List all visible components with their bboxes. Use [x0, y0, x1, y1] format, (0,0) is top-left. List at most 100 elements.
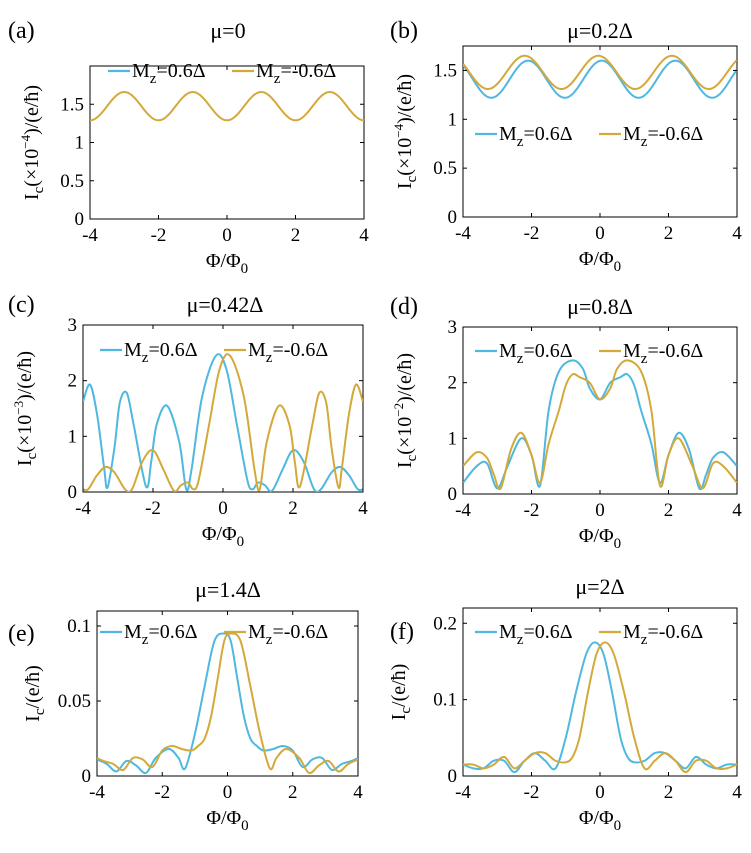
- legend: Mz=0.6Δ Mz=-0.6Δ: [100, 339, 328, 366]
- y-tick-label: 1: [68, 426, 78, 447]
- y-tick-label: 0.5: [433, 158, 457, 179]
- x-tick-label: 4: [358, 498, 368, 519]
- legend-label-blue: Mz=0.6Δ: [132, 60, 206, 87]
- panel-title: μ=2Δ: [575, 574, 624, 599]
- legend: Mz=0.6Δ Mz=-0.6Δ: [100, 621, 328, 648]
- y-tick-label: 0: [68, 482, 78, 503]
- series-line-blue: [463, 641, 737, 774]
- x-axis-label: Φ/Φ0: [202, 523, 244, 550]
- legend-label-blue: Mz=0.6Δ: [499, 621, 573, 648]
- x-tick-label: 2: [288, 498, 298, 519]
- y-axis-label: Ic(×10−2)/(e/ħ): [391, 353, 420, 468]
- panel-title: μ=0: [210, 18, 245, 43]
- x-axis-label: Φ/Φ0: [206, 250, 248, 277]
- y-tick-label: 0: [448, 484, 458, 505]
- plot-frame: [89, 65, 365, 220]
- x-tick-label: -2: [524, 223, 540, 244]
- y-axis-label: Ic(×10−4)/(e/ħ): [18, 85, 47, 200]
- legend-label-blue: Mz=0.6Δ: [499, 123, 573, 150]
- panel-f: -4 -2 0 2 4 0 0.1 0.2 μ=2Δ (f) Φ/Φ0 Ic/(e/ħ) Mz=0.6Δ…: [388, 574, 742, 834]
- x-axis-label: Φ/Φ0: [579, 807, 621, 834]
- x-axis-label: Φ/Φ0: [206, 807, 248, 834]
- x-tick-label: -2: [151, 225, 167, 246]
- panel-label: (d): [390, 294, 418, 320]
- x-tick-label: 2: [664, 223, 674, 244]
- y-tick-label: 1: [75, 133, 85, 154]
- legend-label-blue: Mz=0.6Δ: [499, 340, 573, 367]
- y-tick-label: 1.5: [433, 60, 457, 81]
- panel-c: -4 -2 0 2 4 0 1 2 3 μ=0.42Δ (c) Φ/Φ0 Ic(×10−3)/(e/ħ)…: [8, 292, 368, 550]
- x-tick-label: -2: [524, 782, 540, 803]
- panel-label: (c): [8, 292, 35, 318]
- x-tick-label: -4: [82, 225, 98, 246]
- x-tick-label: 2: [664, 500, 674, 521]
- x-tick-label: 4: [359, 225, 369, 246]
- panel-label: (e): [8, 621, 35, 647]
- panel-title: μ=0.2Δ: [567, 18, 633, 43]
- x-tick-label: 2: [291, 225, 301, 246]
- panel-title: μ=0.42Δ: [187, 292, 264, 317]
- plot-frame: [462, 326, 738, 495]
- x-tick-label: 4: [732, 223, 742, 244]
- x-tick-label: 2: [664, 782, 674, 803]
- x-tick-label: -4: [455, 500, 471, 521]
- x-tick-label: 2: [288, 782, 298, 803]
- y-tick-label: 0: [75, 209, 85, 230]
- y-tick-label: 0.2: [433, 613, 457, 634]
- panel-b: -4 -2 0 2 4 0 0.5 1 1.5 μ=0.2Δ (b) Φ/Φ0 Ic(×10−4)/(e…: [390, 18, 742, 275]
- legend-label-gold: Mz=-0.6Δ: [256, 60, 336, 87]
- series-line-blue: [463, 359, 737, 491]
- x-tick-label: 0: [595, 223, 605, 244]
- series-line-gold: [97, 632, 358, 775]
- y-tick-label: 3: [68, 315, 78, 336]
- y-axis-label: Ic(×10−4)/(e/ħ): [391, 74, 420, 189]
- series-line-gold: [463, 54, 737, 90]
- legend: Mz=0.6Δ Mz=-0.6Δ: [475, 123, 703, 150]
- legend-label-gold: Mz=-0.6Δ: [623, 123, 703, 150]
- panel-d: -4 -2 0 2 4 0 1 2 3 μ=0.8Δ (d) Φ/Φ0 Ic(×10−2)/(e/ħ) M…: [390, 294, 742, 552]
- legend-label-blue: Mz=0.6Δ: [124, 339, 198, 366]
- y-tick-label: 1: [448, 428, 458, 449]
- y-tick-label: 3: [448, 317, 458, 338]
- panel-label: (a): [8, 18, 35, 44]
- y-tick-label: 0: [448, 766, 458, 787]
- panel-label: (b): [390, 18, 418, 44]
- panel-a: -4 -2 0 2 4 0 0.5 1 1.5 μ=0 (a) Φ/Φ0 Ic(×10−4)/(e/ħ)…: [8, 18, 369, 277]
- plot-frame: [462, 607, 738, 777]
- plot-frame: [96, 610, 359, 777]
- x-tick-label: 4: [353, 782, 363, 803]
- series-line-gold: [90, 91, 364, 122]
- legend-label-blue: Mz=0.6Δ: [124, 621, 198, 648]
- x-tick-label: 0: [595, 782, 605, 803]
- panel-title: μ=1.4Δ: [195, 577, 261, 602]
- y-tick-label: 1.5: [60, 94, 84, 115]
- series-line-blue: [83, 353, 363, 492]
- y-tick-label: 0.1: [67, 616, 91, 637]
- x-tick-label: 0: [222, 225, 232, 246]
- x-tick-label: -4: [455, 782, 471, 803]
- x-tick-label: 4: [732, 782, 742, 803]
- x-tick-label: -2: [145, 498, 161, 519]
- y-tick-label: 2: [448, 373, 458, 394]
- y-tick-label: 0: [448, 207, 458, 228]
- y-tick-label: 0: [82, 766, 92, 787]
- series-line-gold: [83, 353, 363, 492]
- x-axis-label: Φ/Φ0: [579, 248, 621, 275]
- legend-label-gold: Mz=-0.6Δ: [623, 340, 703, 367]
- y-axis-label: Ic(×10−3)/(e/ħ): [11, 351, 40, 466]
- y-tick-label: 0.5: [60, 171, 84, 192]
- y-tick-label: 0.1: [433, 690, 457, 711]
- y-tick-label: 1: [448, 109, 458, 130]
- series-line-gold: [463, 641, 737, 774]
- x-tick-label: 0: [218, 498, 228, 519]
- legend-label-gold: Mz=-0.6Δ: [248, 339, 328, 366]
- y-axis-label: Ic/(e/ħ): [22, 665, 48, 722]
- legend-label-gold: Mz=-0.6Δ: [623, 621, 703, 648]
- y-tick-label: 0.05: [58, 691, 91, 712]
- panel-title: μ=0.8Δ: [567, 294, 633, 319]
- x-tick-label: -4: [455, 223, 471, 244]
- legend: Mz=0.6Δ Mz=-0.6Δ: [475, 340, 703, 367]
- legend-label-gold: Mz=-0.6Δ: [248, 621, 328, 648]
- series-line-gold: [463, 359, 737, 491]
